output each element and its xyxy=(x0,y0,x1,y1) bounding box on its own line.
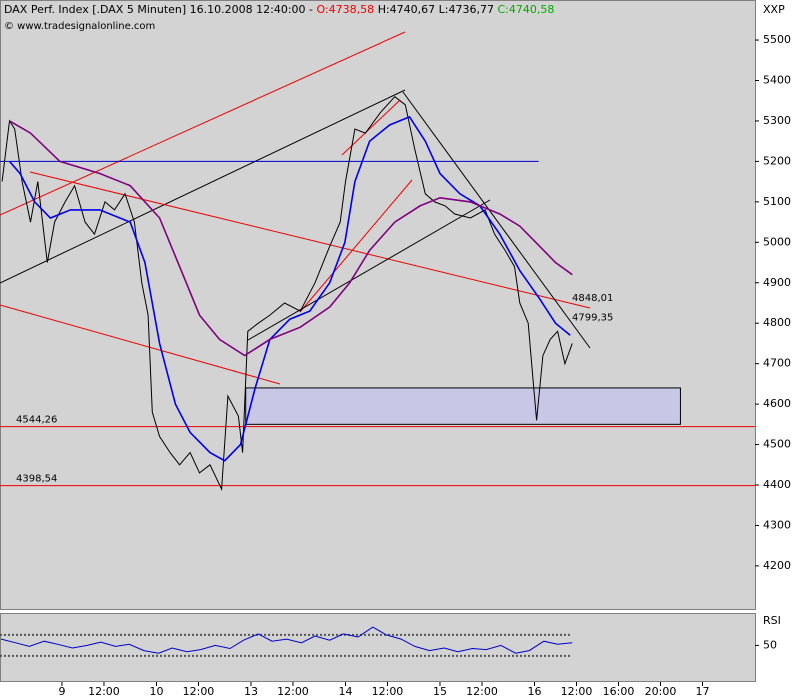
y-tick-label: 5200 xyxy=(763,154,791,167)
open: O:4738,58 xyxy=(317,3,375,16)
y-tick-label: 4800 xyxy=(763,316,791,329)
x-tick-label: 12:00 xyxy=(561,685,593,698)
rsi-tick-label: 50 xyxy=(763,638,777,651)
y-tick-label: 4500 xyxy=(763,438,791,451)
x-tick-label: 12:00 xyxy=(277,685,309,698)
trend-line xyxy=(247,199,491,341)
close: C:4740,58 xyxy=(497,3,554,16)
x-tick-label: 12:00 xyxy=(372,685,404,698)
y-tick-label: 4200 xyxy=(763,559,791,572)
copyright: © www.tradesignalonline.com xyxy=(4,21,155,32)
price-line xyxy=(1,96,573,492)
y-tick-label: 5000 xyxy=(763,235,791,248)
x-tick-label: 12:00 xyxy=(183,685,215,698)
currency: XXP xyxy=(763,3,785,16)
level-label: 4544,26 xyxy=(16,415,57,426)
y-tick-label: 4900 xyxy=(763,276,791,289)
price-label: 4848,01 xyxy=(572,293,613,304)
rsi-line xyxy=(0,626,573,654)
y-tick-label: 5400 xyxy=(763,73,791,86)
title: DAX Perf. Index [.DAX 5 Minuten] 16.10.2… xyxy=(4,3,313,16)
high: H:4740,67 xyxy=(378,3,435,16)
low: L:4736,77 xyxy=(439,3,494,16)
rsi-panel xyxy=(0,613,756,682)
trend-line xyxy=(402,91,591,349)
trend-line xyxy=(0,304,281,385)
price-line xyxy=(8,115,571,462)
header: DAX Perf. Index [.DAX 5 Minuten] 16.10.2… xyxy=(4,3,554,16)
y-tick-label: 5100 xyxy=(763,195,791,208)
x-tick-label: 17 xyxy=(695,685,709,698)
y-tick-label: 4300 xyxy=(763,518,791,531)
y-tick-label: 4400 xyxy=(763,478,791,491)
y-tick-label: 4600 xyxy=(763,397,791,410)
level-label: 4398,54 xyxy=(16,474,57,485)
x-tick-label: 14 xyxy=(338,685,352,698)
x-tick-label: 12:00 xyxy=(88,685,120,698)
x-tick-label: 13 xyxy=(244,685,258,698)
trend-line xyxy=(29,171,591,309)
price-line xyxy=(9,120,573,357)
trend-line xyxy=(0,31,406,216)
price-panel xyxy=(0,0,756,610)
x-tick-label: 15 xyxy=(433,685,447,698)
x-tick-label: 16:00 xyxy=(603,685,635,698)
x-tick-label: 20:00 xyxy=(645,685,677,698)
rsi-label: RSI xyxy=(763,614,781,627)
x-tick-label: 12:00 xyxy=(466,685,498,698)
y-tick-label: 5500 xyxy=(763,33,791,46)
zone xyxy=(245,387,681,425)
x-tick-label: 10 xyxy=(149,685,163,698)
y-tick-label: 4700 xyxy=(763,357,791,370)
trend-line xyxy=(299,179,413,313)
y-tick-label: 5300 xyxy=(763,114,791,127)
x-tick-label: 16 xyxy=(527,685,541,698)
trend-line xyxy=(0,89,406,284)
price-label: 4799,35 xyxy=(572,312,613,323)
x-tick-label: 9 xyxy=(58,685,65,698)
